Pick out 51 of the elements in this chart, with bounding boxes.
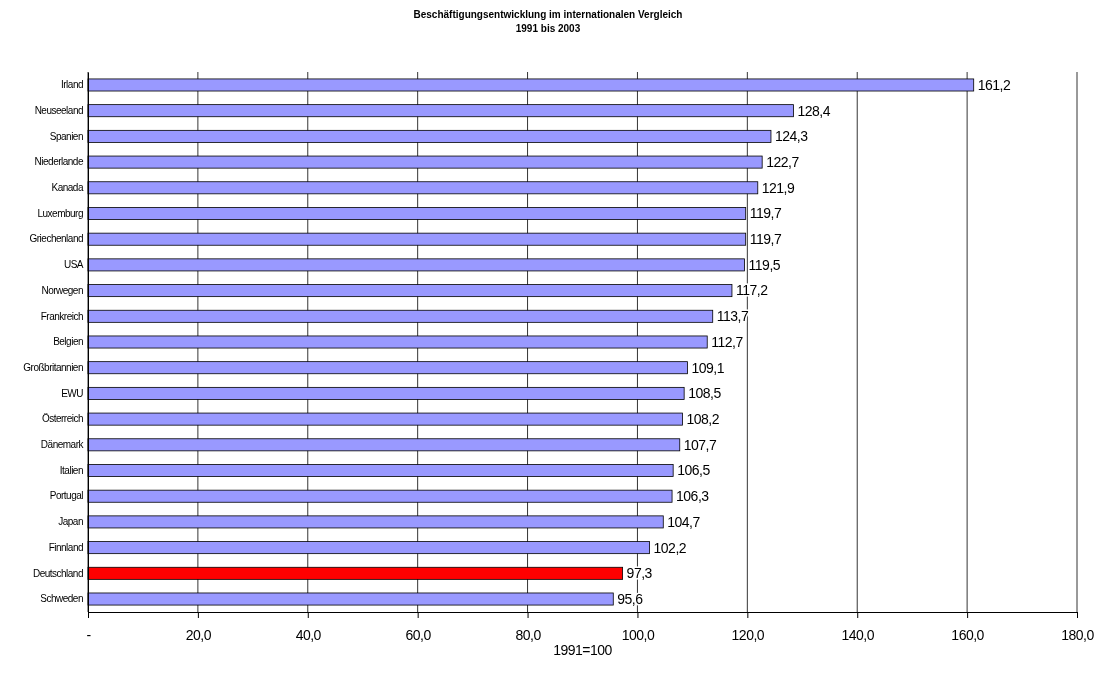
x-tick-label: 60,0 (405, 626, 432, 643)
y-tick-label: EWU (61, 387, 84, 399)
data-label: 121,9 (761, 179, 796, 196)
data-label: 119,7 (749, 231, 782, 248)
y-tick-label: Neuseeland (34, 104, 83, 116)
data-label: 124,3 (774, 128, 809, 145)
x-tick-label: 140,0 (841, 626, 875, 643)
y-tick-label: USA (63, 259, 84, 271)
y-tick-label: Spanien (49, 130, 83, 142)
x-tick-label: 20,0 (185, 626, 212, 643)
data-label: 108,5 (688, 385, 722, 402)
x-tick-label: 160,0 (951, 626, 985, 643)
y-tick-label: Deutschland (32, 567, 83, 579)
data-label: 119,5 (748, 256, 781, 273)
data-label: 109,1 (691, 359, 725, 376)
data-label: 106,3 (676, 488, 710, 505)
y-tick-label: Griechenland (29, 233, 83, 245)
y-tick-label: Finnland (48, 541, 83, 553)
y-tick-label: Portugal (49, 490, 84, 502)
x-tick-label: - (86, 626, 92, 643)
y-tick-label: Luxemburg (37, 207, 83, 219)
x-tick-label: 80,0 (515, 626, 542, 643)
y-tick-label: Irland (60, 79, 83, 91)
data-label: 161,2 (977, 76, 1011, 93)
chart-subtitle: 1991 bis 2003 (515, 23, 581, 34)
data-label: 102,2 (653, 539, 687, 556)
x-tick-label: 120,0 (731, 626, 765, 643)
y-tick-label: Italien (59, 464, 83, 476)
y-tick-label: Belgien (53, 336, 83, 348)
y-tick-label: Schweden (40, 593, 83, 605)
x-tick-label: 180,0 (1061, 626, 1095, 643)
data-label: 104,7 (667, 513, 701, 530)
x-tick-label: 40,0 (295, 626, 322, 643)
y-tick-label: Österreich (41, 413, 83, 425)
data-label: 106,5 (677, 462, 711, 479)
x-axis-title: 1991=100 (553, 642, 613, 658)
data-label: 108,2 (686, 411, 720, 428)
y-tick-label: Kanada (51, 181, 84, 193)
y-tick-label: Japan (58, 516, 83, 528)
y-tick-label: Großbritannien (23, 361, 83, 373)
data-label: 107,7 (683, 436, 717, 453)
data-label: 112,7 (711, 333, 744, 350)
y-tick-label: Frankreich (40, 310, 83, 322)
y-tick-label: Dänemark (40, 439, 85, 451)
data-label: 128,4 (797, 102, 831, 119)
x-tick-label: 100,0 (621, 626, 655, 643)
data-label: 122,7 (766, 153, 800, 170)
y-tick-label: Niederlande (34, 156, 84, 168)
data-label: 119,7 (749, 205, 782, 222)
chart-title: Beschäftigungsentwicklung im internationalen Vergleich (413, 9, 683, 20)
y-tick-label: Norwegen (41, 284, 83, 296)
